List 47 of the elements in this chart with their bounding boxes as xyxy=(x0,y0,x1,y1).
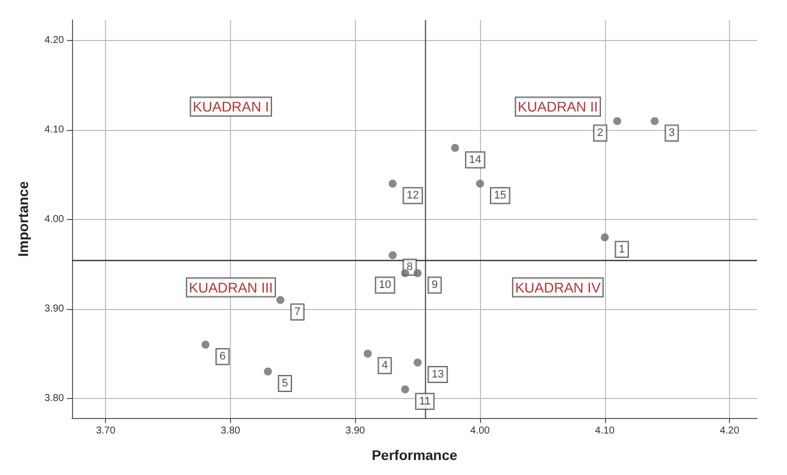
annotation: KUADRAN I xyxy=(192,98,270,115)
annotation: 9 xyxy=(432,279,438,292)
annotation: 6 xyxy=(220,350,226,363)
annotation: 8 xyxy=(406,261,413,274)
x-tick-label: 3.90 xyxy=(346,426,366,436)
x-axis-title: Performance xyxy=(372,447,458,463)
annotation: 15 xyxy=(494,190,506,202)
point xyxy=(276,296,284,304)
x-tick-label: 3.80 xyxy=(220,426,241,436)
annotation: 14 xyxy=(469,154,482,166)
y-tick-label: 4.10 xyxy=(44,124,64,136)
annotation: 1 xyxy=(618,243,625,256)
annotation: 3 xyxy=(668,127,675,140)
point xyxy=(650,117,659,126)
point xyxy=(202,340,210,349)
annotation: 4 xyxy=(382,360,388,372)
annotation: 2 xyxy=(597,127,604,140)
annotation: 12 xyxy=(406,190,419,202)
annotation: 5 xyxy=(282,377,288,390)
annotation: 13 xyxy=(432,368,444,381)
point xyxy=(613,117,622,126)
point xyxy=(401,385,410,394)
annotation: KUADRAN III xyxy=(188,279,273,296)
x-tick-label: 3.70 xyxy=(96,426,116,436)
annotation: 7 xyxy=(294,306,300,318)
y-tick-label: 3.90 xyxy=(44,303,64,314)
y-axis-title: Importance xyxy=(15,181,31,257)
y-tick-label: 4.00 xyxy=(44,214,64,225)
x-tick-label: 4.20 xyxy=(720,426,740,436)
y-tick-label: 4.20 xyxy=(44,35,64,46)
point xyxy=(264,367,272,376)
x-tick-label: 4.00 xyxy=(470,426,490,436)
point xyxy=(600,233,609,242)
y-tick-label: 3.80 xyxy=(44,392,64,404)
annotation: 11 xyxy=(419,395,431,408)
point xyxy=(414,269,422,278)
point xyxy=(388,180,397,188)
annotation: 10 xyxy=(378,279,392,292)
point xyxy=(414,358,422,367)
x-tick-label: 4.10 xyxy=(595,426,615,436)
point xyxy=(401,269,410,278)
point xyxy=(364,350,372,358)
point xyxy=(451,144,460,152)
annotation: KUADRAN IV xyxy=(515,279,602,296)
point xyxy=(388,251,397,260)
annotation: KUADRAN II xyxy=(518,98,598,115)
point xyxy=(476,180,484,188)
